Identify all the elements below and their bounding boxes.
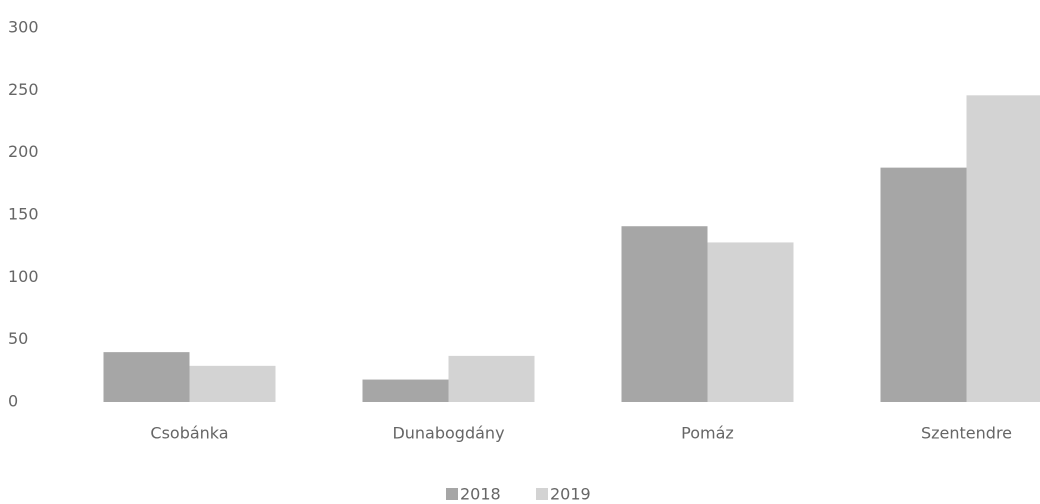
bar (621, 226, 708, 402)
bar (880, 167, 967, 402)
legend-swatch (446, 488, 458, 500)
x-tick-label: Szentendre (921, 424, 1012, 443)
bar (966, 95, 1040, 402)
legend-swatch (536, 488, 548, 500)
bar (707, 242, 794, 402)
bar (103, 352, 190, 402)
y-tick-label: 100 (8, 267, 39, 286)
legend-label: 2018 (460, 485, 501, 504)
y-tick-label: 50 (8, 329, 28, 348)
x-tick-label: Dunabogdány (392, 424, 504, 443)
y-tick-label: 300 (8, 18, 39, 37)
legend-label: 2019 (550, 485, 591, 504)
bar (448, 355, 535, 402)
bar (362, 379, 449, 402)
x-tick-label: Csobánka (150, 424, 228, 443)
x-tick-label: Pomáz (681, 424, 734, 443)
y-tick-label: 200 (8, 142, 39, 161)
bar (189, 365, 276, 402)
y-tick-label: 250 (8, 80, 39, 99)
y-tick-label: 0 (8, 392, 18, 411)
y-tick-label: 150 (8, 205, 39, 224)
